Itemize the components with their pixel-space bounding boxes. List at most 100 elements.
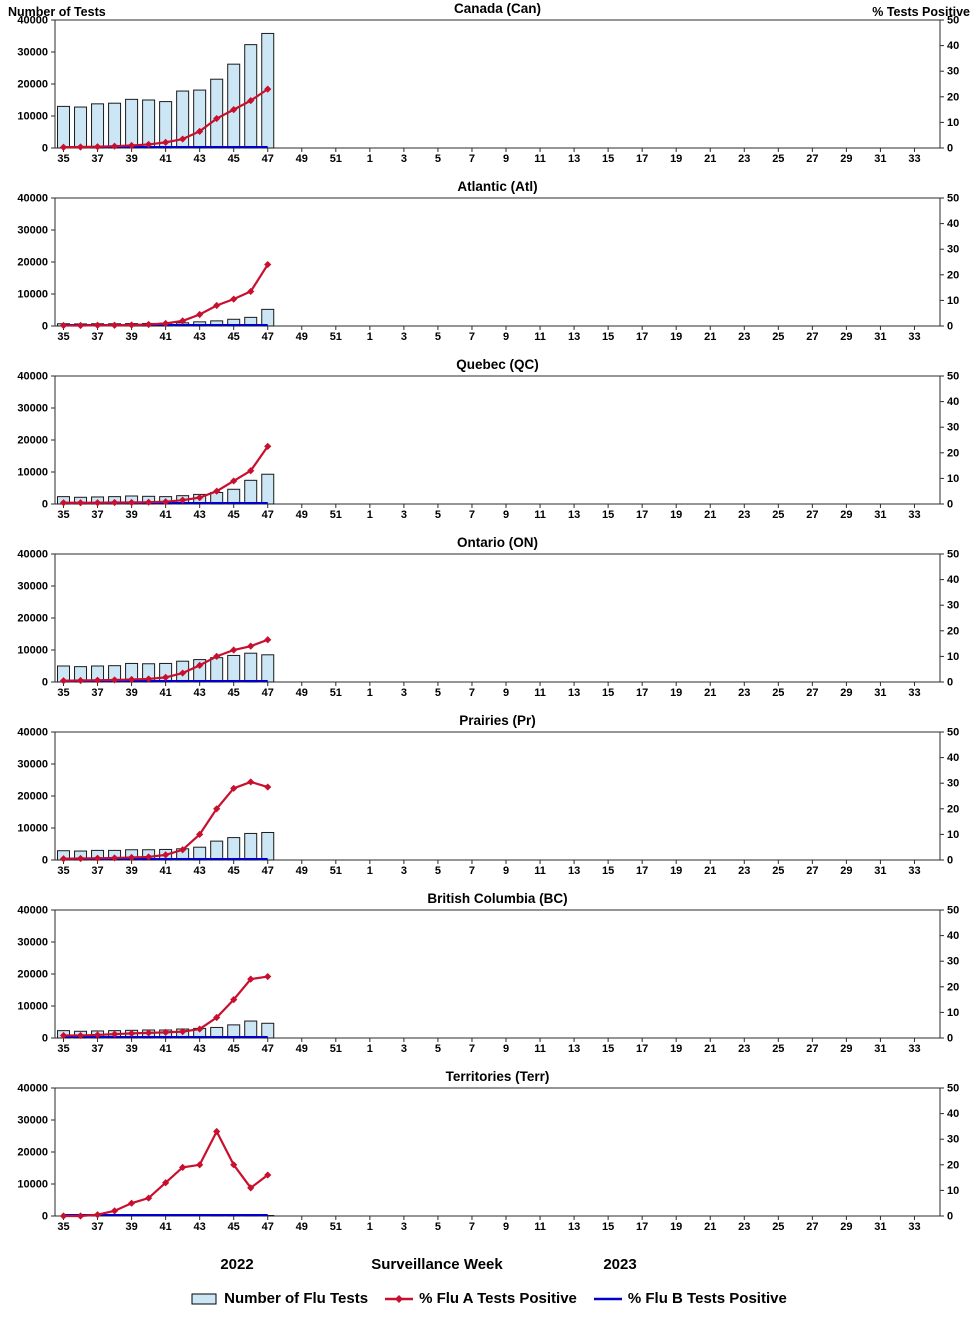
right-tick-label: 30 (947, 422, 959, 434)
x-tick-label: 1 (367, 509, 373, 521)
bar-flu-tests (244, 479, 258, 505)
x-tick-label: 45 (228, 1043, 240, 1055)
left-tick-label: 30000 (17, 403, 48, 415)
x-tick-label: 33 (908, 153, 920, 165)
x-tick-label: 27 (806, 1221, 818, 1233)
flu-a-marker (76, 676, 85, 685)
right-tick-label: 10 (947, 829, 959, 841)
x-tick-label: 29 (840, 1043, 852, 1055)
right-tick-label: 40 (947, 1108, 959, 1120)
x-tick-label: 31 (874, 509, 886, 521)
panel-title: Territories (Terr) (446, 1069, 550, 1084)
x-tick-label: 39 (125, 1221, 137, 1233)
plot-frame (54, 1087, 941, 1217)
flu-a-swatch-icon (385, 1294, 414, 1303)
right-tick-label: 40 (947, 574, 959, 586)
x-tick-label: 21 (704, 1043, 716, 1055)
flu-a-marker (127, 141, 136, 150)
legend-label-flu-a: % Flu A Tests Positive (419, 1290, 577, 1307)
x-tick-label: 35 (57, 865, 69, 877)
x-tick-label: 39 (125, 687, 137, 699)
plot-frame (54, 197, 941, 327)
chart-panel-6: British Columbia (BC)0100002000030000400… (17, 891, 959, 1055)
x-tick-label: 47 (262, 331, 274, 343)
left-tick-label: 40000 (17, 905, 48, 917)
flu-a-marker (59, 1031, 68, 1040)
right-tick-label: 30 (947, 778, 959, 790)
flu-a-marker (196, 1161, 204, 1169)
flu-a-marker (213, 805, 221, 813)
x-tick-label: 11 (534, 331, 546, 343)
x-tick-label: 5 (435, 509, 441, 521)
x-tick-label: 1 (367, 153, 373, 165)
x-tick-label: 17 (636, 1043, 648, 1055)
flu-a-marker (247, 975, 255, 983)
plot-frame (54, 909, 941, 1039)
x-tick-label: 5 (435, 1043, 441, 1055)
left-axis-title: Number of Tests (8, 5, 106, 19)
x-tick-label: 27 (806, 687, 818, 699)
x-tick-label: 51 (330, 509, 342, 521)
x-tick-label: 25 (772, 1043, 784, 1055)
legend: Number of Flu Tests % Flu A Tests Positi… (0, 1290, 976, 1307)
flu-a-marker (162, 138, 170, 146)
bar-flu-tests (57, 105, 71, 149)
chart-panel-2: Atlantic (Atl) 0 10000 20000 30000 40000 0 10 20… (17, 179, 959, 343)
x-tick-label: 51 (330, 1043, 342, 1055)
flu-a-marker (127, 675, 136, 684)
x-tick-label: 35 (57, 1043, 69, 1055)
flu-a-marker (264, 260, 272, 269)
x-tick-label: 43 (194, 331, 206, 343)
x-tick-label: 47 (262, 1043, 274, 1055)
x-tick-label: 21 (704, 153, 716, 165)
right-tick-label: 40 (947, 218, 959, 230)
bar-flu-tests (210, 78, 224, 149)
legend-item-flu-tests: Number of Flu Tests (189, 1290, 368, 1307)
legend-item-flu-b: % Flu B Tests Positive (593, 1290, 787, 1307)
panel-title: Atlantic (Atl) (457, 179, 537, 194)
flu-a-marker (110, 321, 119, 329)
right-tick-label: 0 (947, 1033, 953, 1045)
x-tick-label: 51 (330, 153, 342, 165)
charts: Canada (Can) 0 10000 20000 30000 40000 0 10 20 30… (17, 1, 959, 1233)
right-tick-label: 20 (947, 269, 959, 281)
x-tick-label: 29 (840, 687, 852, 699)
x-tick-label: 5 (435, 153, 441, 165)
x-tick-label: 19 (670, 687, 682, 699)
x-tick-label: 33 (908, 687, 920, 699)
flu-a-marker (230, 106, 238, 114)
x-tick-label: 27 (806, 865, 818, 877)
flu-a-marker (213, 487, 221, 495)
flu-a-marker (162, 319, 170, 328)
right-tick-label: 20 (947, 91, 959, 103)
left-tick-label: 20000 (17, 969, 48, 981)
left-tick-label: 40000 (17, 371, 48, 383)
x-tick-label: 37 (91, 509, 103, 521)
flu-a-marker (264, 783, 272, 791)
flu-a-marker (110, 676, 119, 684)
x-tick-label: 45 (228, 1221, 240, 1233)
x-tick-label: 19 (670, 331, 682, 343)
x-tick-label: 7 (469, 687, 475, 699)
x-tick-label: 15 (602, 331, 614, 343)
x-tick-label: 37 (91, 153, 103, 165)
flu-a-marker (76, 1031, 85, 1040)
right-tick-label: 40 (947, 396, 959, 408)
left-tick-label: 0 (42, 855, 48, 867)
x-tick-label: 31 (874, 865, 886, 877)
x-tick-label: 51 (330, 1221, 342, 1233)
flu-a-marker (145, 1194, 153, 1202)
flu-a-marker (230, 646, 238, 654)
x-tick-label: 15 (602, 1221, 614, 1233)
x-tick-label: 33 (908, 1221, 920, 1233)
x-tick-label: 41 (160, 331, 172, 343)
x-tick-label: 7 (469, 509, 475, 521)
flu-a-marker (247, 97, 255, 105)
right-tick-label: 40 (947, 40, 959, 52)
x-tick-label: 1 (367, 687, 373, 699)
flu-a-marker (127, 321, 136, 329)
x-tick-label: 13 (568, 865, 580, 877)
x-tick-label: 45 (228, 687, 240, 699)
x-tick-label: 1 (367, 1221, 373, 1233)
